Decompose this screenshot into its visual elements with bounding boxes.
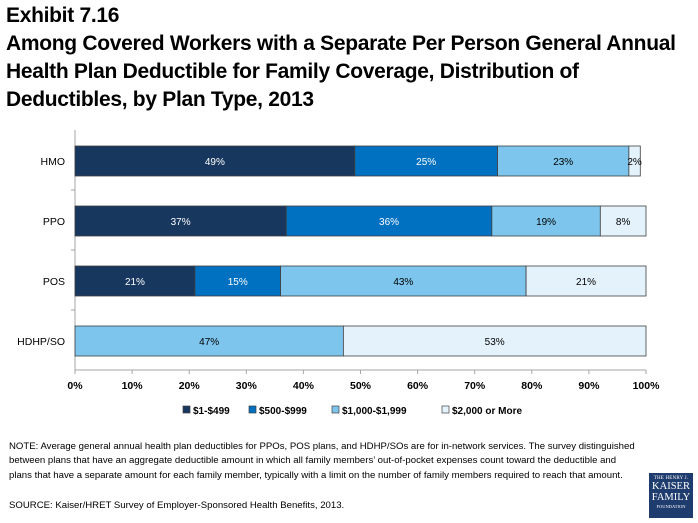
x-tick-label: 100% (633, 380, 661, 392)
bar-segment (74, 325, 344, 357)
data-label: 23% (553, 157, 573, 168)
bar-segment (285, 205, 493, 237)
x-tick-label: 60% (407, 380, 429, 392)
x-tick-label: 80% (521, 380, 543, 392)
bar-segment (74, 265, 196, 297)
data-label: 21% (576, 277, 596, 288)
data-label: 36% (379, 217, 399, 228)
bar-segment (74, 205, 287, 237)
legend-label: $500-$999 (259, 406, 307, 417)
x-tick-label: 70% (464, 380, 486, 392)
legend-label: $1,000-$1,999 (342, 406, 407, 417)
bar-segment (497, 145, 630, 177)
bar-segment (599, 205, 647, 237)
category-label: PPO (43, 216, 65, 228)
logo-line-4: FOUNDATION (656, 504, 686, 509)
title-line-1: Among Covered Workers with a Separate Pe… (6, 32, 676, 55)
category-label: HDHP/SO (17, 336, 65, 348)
data-label: 43% (393, 277, 413, 288)
bar-segment (628, 145, 641, 177)
data-label: 47% (199, 337, 219, 348)
data-label: 19% (536, 217, 556, 228)
x-tick-label: 50% (350, 380, 372, 392)
bar-segment (491, 205, 601, 237)
category-label: HMO (41, 156, 66, 168)
data-label: 8% (616, 217, 631, 228)
x-tick-label: 20% (179, 380, 201, 392)
legend-swatch (248, 405, 257, 414)
footnote: NOTE: Average general annual health plan… (9, 441, 635, 481)
bar-segment (194, 265, 281, 297)
chart-title: Exhibit 7.16 Among Covered Workers with … (6, 2, 696, 114)
bar-segment (525, 265, 647, 297)
x-tick-label: 40% (293, 380, 315, 392)
data-label: 15% (228, 277, 248, 288)
x-tick-label: 10% (122, 380, 144, 392)
data-label: 49% (205, 157, 225, 168)
x-tick-label: 90% (578, 380, 600, 392)
x-tick-label: 0% (67, 380, 83, 392)
bar-segment (354, 145, 498, 177)
title-line-3: Deductibles, by Plan Type, 2013 (6, 88, 314, 111)
data-label: 53% (485, 337, 505, 348)
legend-swatch (182, 405, 191, 414)
source-note: SOURCE: Kaiser/HRET Survey of Employer-S… (9, 500, 345, 511)
legend-label: $2,000 or More (452, 406, 522, 417)
logo-line-2: KAISER (652, 481, 690, 492)
legend-label: $1-$499 (193, 406, 230, 417)
bar-segment (74, 145, 356, 177)
logo-line-1: THE HENRY J. (653, 476, 689, 481)
x-tick-label: 30% (236, 380, 258, 392)
kff-logo: THE HENRY J. KAISER FAMILY FOUNDATION (649, 473, 693, 518)
category-label: POS (43, 276, 65, 288)
legend-swatch (441, 405, 450, 414)
exhibit-label: Exhibit 7.16 (6, 4, 120, 27)
data-label: 37% (171, 217, 191, 228)
data-label: 2% (627, 157, 642, 168)
legend-swatch (331, 405, 340, 414)
logo-line-3: FAMILY (651, 492, 691, 503)
data-label: 21% (125, 277, 145, 288)
data-label: 25% (416, 157, 436, 168)
stacked-bar-chart: 0% 10% 20% 30% 40% 50% 60% 70% 80% 90% 100% HMO 49% 2… (17, 130, 661, 417)
title-line-2: Health Plan Deductible for Family Covera… (6, 60, 579, 83)
bar-segment (342, 325, 647, 357)
